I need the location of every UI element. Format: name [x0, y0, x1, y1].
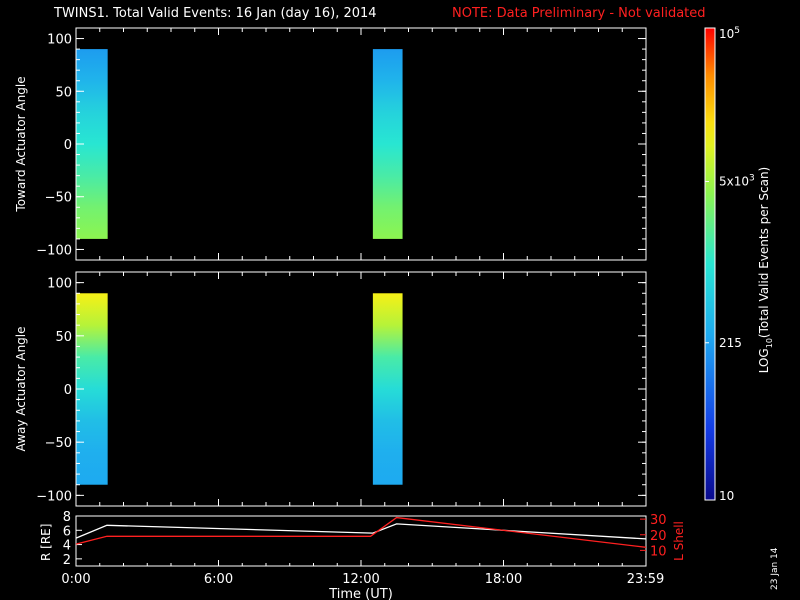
- colorbar-label: LOG10(Total Valid Events per Scan): [757, 167, 774, 374]
- panel-frame: [75, 271, 647, 507]
- y-tick-label: 0: [64, 138, 72, 153]
- l-shell-line: [75, 516, 647, 548]
- y-right-tick-label: 30: [650, 513, 667, 528]
- y-right-tick-label: 10: [650, 544, 667, 559]
- colorbar-tick-label: 215: [719, 336, 742, 350]
- y-tick-label: −100: [36, 489, 72, 504]
- y-tick-label: 100: [47, 33, 72, 48]
- y-tick-label: −50: [45, 436, 72, 451]
- figure-title: TWINS1. Total Valid Events: 16 Jan (day …: [54, 6, 377, 21]
- y-left-axis-label: R [RE]: [39, 524, 53, 561]
- colorbar: [704, 27, 716, 501]
- y-tick-label: −50: [45, 191, 72, 206]
- y-tick-label: −100: [36, 243, 72, 258]
- y-axis-label: Away Actuator Angle: [14, 326, 28, 451]
- colorbar-tick-label: 105: [719, 26, 740, 41]
- x-tick-label: 18:00: [485, 572, 522, 587]
- y-axis-label: Toward Actuator Angle: [14, 76, 28, 212]
- colorbar-tick-label: 10: [719, 489, 734, 503]
- colorbar-tick-label: 5x103: [719, 174, 755, 189]
- y-tick-label: 50: [55, 330, 72, 345]
- x-tick-label: 6:00: [204, 572, 233, 587]
- orbit-panel-frame: [75, 515, 647, 567]
- x-axis-label: Time (UT): [328, 587, 393, 600]
- x-tick-label: 23:59: [627, 572, 664, 587]
- y-left-tick-label: 8: [63, 510, 71, 525]
- r-distance-line: [75, 523, 647, 540]
- preliminary-note: NOTE: Data Preliminary - Not validated: [452, 6, 706, 21]
- y-left-tick-label: 4: [63, 539, 71, 554]
- y-right-axis-label: L Shell: [672, 521, 686, 561]
- panel-frame: [75, 27, 647, 261]
- y-left-tick-label: 2: [63, 553, 71, 568]
- y-tick-label: 100: [47, 277, 72, 292]
- y-left-tick-label: 6: [63, 524, 71, 539]
- x-tick-label: 12:00: [342, 572, 379, 587]
- y-tick-label: 0: [64, 383, 72, 398]
- data-block: [372, 49, 403, 239]
- y-tick-label: 50: [55, 85, 72, 100]
- y-right-tick-label: 20: [650, 529, 667, 544]
- x-tick-label: 0:00: [61, 572, 90, 587]
- data-block: [372, 293, 403, 485]
